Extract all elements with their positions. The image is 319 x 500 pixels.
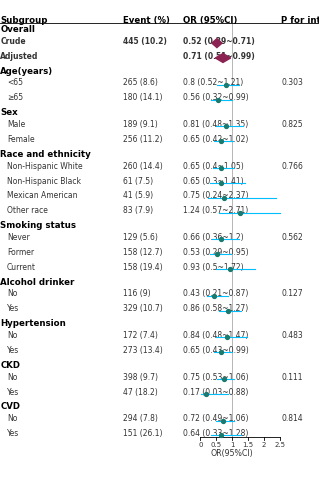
Text: 0.84 (0.48~1.47): 0.84 (0.48~1.47): [183, 331, 249, 340]
Text: Other race: Other race: [7, 206, 48, 216]
Polygon shape: [212, 38, 222, 48]
Text: 1.24 (0.57~2.71): 1.24 (0.57~2.71): [183, 206, 249, 216]
Text: No: No: [7, 414, 18, 424]
Text: Alcohol drinker: Alcohol drinker: [0, 278, 75, 286]
Text: 294 (7.8): 294 (7.8): [123, 414, 158, 424]
Text: 0.65 (0.42~1.02): 0.65 (0.42~1.02): [183, 135, 249, 144]
Text: 47 (18.2): 47 (18.2): [123, 388, 158, 396]
Text: 398 (9.7): 398 (9.7): [123, 372, 158, 382]
Text: 1: 1: [230, 442, 234, 448]
Text: 0.766: 0.766: [281, 162, 303, 170]
Text: Female: Female: [7, 135, 35, 144]
Text: 0.75 (0.53~1.06): 0.75 (0.53~1.06): [183, 372, 249, 382]
Text: Hypertension: Hypertension: [0, 319, 66, 328]
Text: 260 (14.4): 260 (14.4): [123, 162, 163, 170]
Text: 0.72 (0.49~1.06): 0.72 (0.49~1.06): [183, 414, 249, 424]
Text: 256 (11.2): 256 (11.2): [123, 135, 162, 144]
Text: 0.53 (0.29~0.95): 0.53 (0.29~0.95): [183, 248, 249, 257]
Text: CVD: CVD: [0, 402, 20, 411]
Text: Yes: Yes: [7, 346, 19, 355]
Text: 0.75 (0.24~2.37): 0.75 (0.24~2.37): [183, 192, 249, 200]
Text: No: No: [7, 331, 18, 340]
Text: Yes: Yes: [7, 429, 19, 438]
Text: OR (95%CI): OR (95%CI): [183, 16, 238, 25]
Text: 0.127: 0.127: [281, 290, 303, 298]
Text: 180 (14.1): 180 (14.1): [123, 94, 162, 102]
Text: Mexican American: Mexican American: [7, 192, 78, 200]
Text: 445 (10.2): 445 (10.2): [123, 37, 167, 46]
Text: 0.86 (0.58~1.27): 0.86 (0.58~1.27): [183, 304, 249, 314]
Text: 2: 2: [262, 442, 266, 448]
Text: 189 (9.1): 189 (9.1): [123, 120, 158, 129]
Text: Never: Never: [7, 233, 30, 242]
Text: 116 (9): 116 (9): [123, 290, 151, 298]
Text: Adjusted: Adjusted: [0, 52, 39, 60]
Text: 0.303: 0.303: [281, 78, 303, 88]
Text: 158 (12.7): 158 (12.7): [123, 248, 162, 257]
Text: ≥65: ≥65: [7, 94, 23, 102]
Text: Former: Former: [7, 248, 34, 257]
Text: Non-Hispanic White: Non-Hispanic White: [7, 162, 83, 170]
Text: 273 (13.4): 273 (13.4): [123, 346, 163, 355]
Text: No: No: [7, 372, 18, 382]
Text: 0.17 (0.03~0.88): 0.17 (0.03~0.88): [183, 388, 249, 396]
Text: 329 (10.7): 329 (10.7): [123, 304, 163, 314]
Text: Male: Male: [7, 120, 25, 129]
Text: Smoking status: Smoking status: [0, 221, 76, 230]
Text: 0.483: 0.483: [281, 331, 303, 340]
Text: 265 (8.6): 265 (8.6): [123, 78, 158, 88]
Text: No: No: [7, 290, 18, 298]
Text: 2.5: 2.5: [275, 442, 286, 448]
Text: Subgroup: Subgroup: [0, 16, 48, 25]
Text: Race and ethnicity: Race and ethnicity: [0, 150, 91, 159]
Polygon shape: [215, 54, 231, 62]
Text: 61 (7.5): 61 (7.5): [123, 176, 153, 186]
Text: 0.65 (0.3~1.41): 0.65 (0.3~1.41): [183, 176, 244, 186]
Text: 0.66 (0.36~1.2): 0.66 (0.36~1.2): [183, 233, 244, 242]
Text: 0.56 (0.32~0.99): 0.56 (0.32~0.99): [183, 94, 249, 102]
Text: 0.64 (0.33~1.28): 0.64 (0.33~1.28): [183, 429, 249, 438]
Text: Yes: Yes: [7, 388, 19, 396]
Text: 129 (5.6): 129 (5.6): [123, 233, 158, 242]
Text: 151 (26.1): 151 (26.1): [123, 429, 162, 438]
Text: 41 (5.9): 41 (5.9): [123, 192, 153, 200]
Text: 83 (7.9): 83 (7.9): [123, 206, 153, 216]
Text: 0.71 (0.51~0.99): 0.71 (0.51~0.99): [183, 52, 255, 60]
Text: 172 (7.4): 172 (7.4): [123, 331, 158, 340]
Text: 158 (19.4): 158 (19.4): [123, 262, 162, 272]
Text: Non-Hispanic Black: Non-Hispanic Black: [7, 176, 81, 186]
Text: 0.814: 0.814: [281, 414, 303, 424]
Text: 0.65 (0.43~0.99): 0.65 (0.43~0.99): [183, 346, 249, 355]
Text: CKD: CKD: [0, 361, 20, 370]
Text: Sex: Sex: [0, 108, 18, 117]
Text: 0.65 (0.4~1.05): 0.65 (0.4~1.05): [183, 162, 244, 170]
Text: Yes: Yes: [7, 304, 19, 314]
Text: Crude: Crude: [0, 37, 26, 46]
Text: Current: Current: [7, 262, 36, 272]
Text: 0.43 (0.21~0.87): 0.43 (0.21~0.87): [183, 290, 249, 298]
Text: Age(years): Age(years): [0, 66, 54, 76]
Text: Overall: Overall: [0, 25, 35, 34]
Text: <65: <65: [7, 78, 23, 88]
Text: P for interaction: P for interaction: [281, 16, 319, 25]
Text: 0.111: 0.111: [281, 372, 303, 382]
Text: 0.93 (0.5~1.72): 0.93 (0.5~1.72): [183, 262, 244, 272]
Text: 0.825: 0.825: [281, 120, 303, 129]
Text: 0.81 (0.48~1.35): 0.81 (0.48~1.35): [183, 120, 249, 129]
Text: 0.5: 0.5: [211, 442, 222, 448]
Text: OR(95%CI): OR(95%CI): [211, 448, 254, 458]
Text: 0.8 (0.52~1.21): 0.8 (0.52~1.21): [183, 78, 244, 88]
Text: Event (%): Event (%): [123, 16, 170, 25]
Text: 0.562: 0.562: [281, 233, 303, 242]
Text: 0.52 (0.39~0.71): 0.52 (0.39~0.71): [183, 37, 255, 46]
Text: 0: 0: [198, 442, 203, 448]
Text: 1.5: 1.5: [243, 442, 254, 448]
